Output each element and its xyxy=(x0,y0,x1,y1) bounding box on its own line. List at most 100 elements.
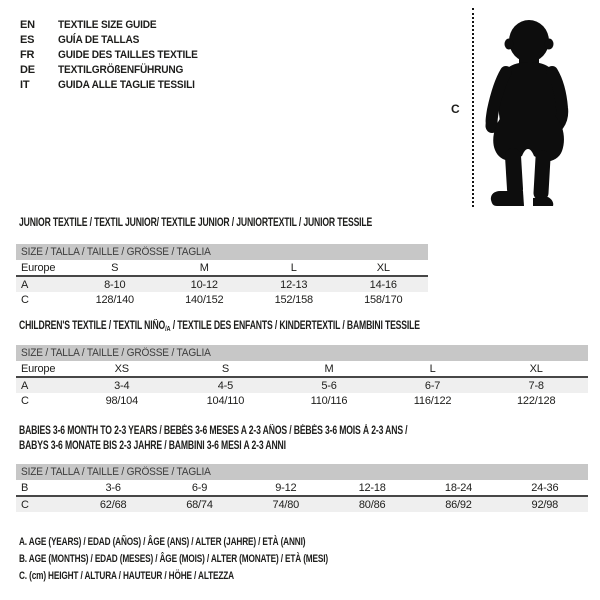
language-code: ES xyxy=(20,33,35,46)
table-cell: 10-12 xyxy=(159,276,249,292)
junior-section-title: JUNIOR TEXTILE / TEXTIL JUNIOR/ TEXTILE … xyxy=(19,216,490,231)
table-cell: 80/86 xyxy=(328,496,416,512)
table-cell: 116/122 xyxy=(413,394,452,407)
legend-notes: A. AGE (YEARS) / EDAD (AÑOS) / ÂGE (ANS)… xyxy=(19,534,431,585)
table-cell: 3-6 xyxy=(70,480,157,497)
language-title: GUIDE DES TAILLES TEXTILE xyxy=(58,48,198,61)
legend-note-a-text: A. AGE (YEARS) / EDAD (AÑOS) / ÂGE (ANS)… xyxy=(19,536,306,548)
table-cell: 158/170 xyxy=(364,293,403,306)
table-row: A 8-10 10-12 12-13 14-16 xyxy=(16,276,428,292)
table-cell: 12-13 xyxy=(249,276,339,292)
babies-title-line2: BABYS 3-6 MONATE BIS 2-3 JAHRE / BAMBINI… xyxy=(19,440,286,452)
height-measure-dotted-line xyxy=(472,8,474,207)
table-cell: 92/98 xyxy=(501,496,588,512)
children-title-pre: CHILDREN'S TEXTILE / TEXTIL NIÑO xyxy=(19,320,166,332)
size-header-text: SIZE / TALLA / TAILLE / GRÖSSE / TAGLIA xyxy=(21,246,211,258)
size-header-text: SIZE / TALLA / TAILLE / GRÖSSE / TAGLIA xyxy=(21,347,211,359)
row-label: Europe xyxy=(16,361,70,378)
row-label: Europe xyxy=(16,260,70,277)
table-cell: 12-18 xyxy=(328,480,416,497)
babies-title-line1: BABIES 3-6 MONTH TO 2-3 YEARS / BEBÉS 3-… xyxy=(19,425,408,437)
size-header-text: SIZE / TALLA / TAILLE / GRÖSSE / TAGLIA xyxy=(21,466,211,478)
language-title: GUIDA ALLE TAGLIE TESSILI xyxy=(58,78,195,91)
table-cell: 6-7 xyxy=(380,377,485,393)
table-row: Europe XS S M L XL xyxy=(16,361,588,378)
column-header: L xyxy=(249,260,339,277)
column-header: S xyxy=(173,361,278,378)
table-cell: 18-24 xyxy=(415,480,502,497)
children-title-sub: /A xyxy=(165,324,171,333)
language-row: FR GUIDE DES TAILLES TEXTILE xyxy=(20,47,210,62)
row-label: B xyxy=(16,480,70,497)
table-cell: 5-6 xyxy=(277,377,381,393)
column-header: L xyxy=(380,361,485,378)
table-cell: 152/158 xyxy=(274,293,314,306)
row-label: A xyxy=(16,276,70,292)
table-row: C 128/140 140/152 152/158 158/170 xyxy=(16,292,428,307)
language-row: DE TEXTILGRÖßENFÜHRUNG xyxy=(20,62,210,77)
junior-size-header-bar: SIZE / TALLA / TAILLE / GRÖSSE / TAGLIA xyxy=(16,244,428,260)
row-label: C xyxy=(21,293,29,306)
legend-note-b-text: B. AGE (MONTHS) / EDAD (MESES) / ÂGE (MO… xyxy=(19,553,328,565)
table-cell: 14-16 xyxy=(338,276,428,292)
table-row: Europe S M L XL xyxy=(16,260,428,277)
table-cell: 68/74 xyxy=(156,496,243,512)
legend-note-c: C. (cm) HEIGHT / ALTURA / HAUTEUR / HÖHE… xyxy=(19,568,431,585)
table-row: C 62/68 68/74 74/80 80/86 86/92 92/98 xyxy=(16,496,588,512)
row-label: C xyxy=(16,496,70,512)
children-section-title: CHILDREN'S TEXTILE / TEXTIL NIÑO/A / TEX… xyxy=(19,319,553,336)
table-cell: 86/92 xyxy=(415,496,502,512)
language-code: FR xyxy=(20,48,35,61)
table-cell: 110/116 xyxy=(310,394,348,407)
children-size-table: Europe XS S M L XL A 3-4 4-5 5-6 6-7 7-8… xyxy=(16,361,588,408)
babies-section-title: BABIES 3-6 MONTH TO 2-3 YEARS / BEBÉS 3-… xyxy=(19,424,537,454)
language-row: IT GUIDA ALLE TAGLIE TESSILI xyxy=(20,77,210,92)
table-cell: 4-5 xyxy=(173,377,278,393)
table-row: A 3-4 4-5 5-6 6-7 7-8 xyxy=(16,377,588,393)
table-cell: 122/128 xyxy=(517,394,556,407)
language-title: TEXTILE SIZE GUIDE xyxy=(58,18,157,31)
legend-note-c-text: C. (cm) HEIGHT / ALTURA / HAUTEUR / HÖHE… xyxy=(19,570,234,582)
baby-silhouette-icon xyxy=(485,20,569,206)
table-cell: 7-8 xyxy=(484,377,588,393)
table-cell: 74/80 xyxy=(242,496,329,512)
language-code: EN xyxy=(20,18,35,31)
table-cell: 24-36 xyxy=(501,480,588,497)
column-header: S xyxy=(70,260,160,277)
children-title-post: / TEXTILE DES ENFANTS / KINDERTEXTIL / B… xyxy=(170,320,420,332)
column-header: M xyxy=(159,260,249,277)
junior-size-table: Europe S M L XL A 8-10 10-12 12-13 14-16… xyxy=(16,260,428,307)
column-header: M xyxy=(277,361,381,378)
height-label: C xyxy=(451,102,460,116)
language-list: EN TEXTILE SIZE GUIDE ES GUÍA DE TALLAS … xyxy=(20,17,210,92)
table-cell: 6-9 xyxy=(156,480,243,497)
column-header: XL xyxy=(338,260,428,277)
table-cell: 128/140 xyxy=(95,293,135,306)
row-label: A xyxy=(16,377,70,393)
babies-size-header-bar: SIZE / TALLA / TAILLE / GRÖSSE / TAGLIA xyxy=(16,464,588,480)
language-row: ES GUÍA DE TALLAS xyxy=(20,32,210,47)
junior-section-title-text: JUNIOR TEXTILE / TEXTIL JUNIOR/ TEXTILE … xyxy=(19,217,373,229)
language-row: EN TEXTILE SIZE GUIDE xyxy=(20,17,210,32)
table-cell: 140/152 xyxy=(185,293,224,306)
table-row: B 3-6 6-9 9-12 12-18 18-24 24-36 xyxy=(16,480,588,497)
language-title: TEXTILGRÖßENFÜHRUNG xyxy=(58,63,184,76)
language-title: GUÍA DE TALLAS xyxy=(58,33,140,46)
language-code: DE xyxy=(20,63,35,76)
legend-note-a: A. AGE (YEARS) / EDAD (AÑOS) / ÂGE (ANS)… xyxy=(19,534,431,551)
table-cell: 62/68 xyxy=(70,496,157,512)
table-row: C 98/104 104/110 110/116 116/122 122/128 xyxy=(16,393,588,408)
column-header: XS xyxy=(70,361,174,378)
column-header: XL xyxy=(484,361,588,378)
table-cell: 9-12 xyxy=(242,480,329,497)
children-size-header-bar: SIZE / TALLA / TAILLE / GRÖSSE / TAGLIA xyxy=(16,345,588,361)
table-cell: 3-4 xyxy=(70,377,174,393)
table-cell: 8-10 xyxy=(70,276,160,292)
table-cell: 98/104 xyxy=(105,394,139,407)
children-section-title-text: CHILDREN'S TEXTILE / TEXTIL NIÑO/A / TEX… xyxy=(19,319,420,336)
babies-size-table: B 3-6 6-9 9-12 12-18 18-24 24-36 C 62/68… xyxy=(16,480,588,512)
row-label: C xyxy=(21,394,29,407)
legend-note-b: B. AGE (MONTHS) / EDAD (MESES) / ÂGE (MO… xyxy=(19,551,431,568)
language-code: IT xyxy=(20,78,30,91)
